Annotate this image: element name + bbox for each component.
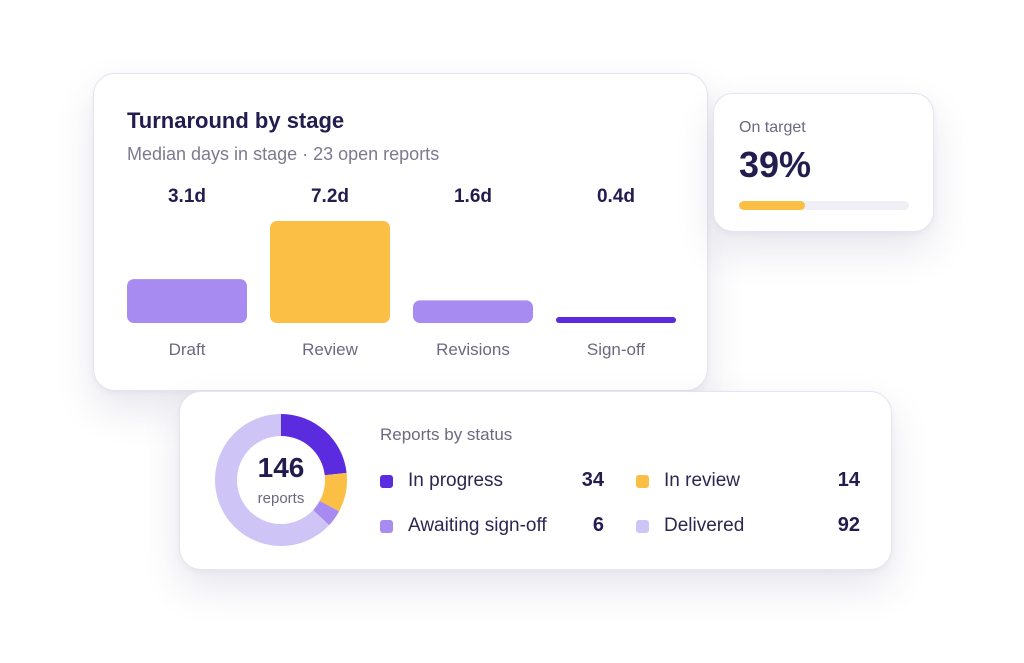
- turnaround-title: Turnaround by stage: [127, 108, 345, 133]
- on-target-card: On target 39%: [713, 93, 934, 232]
- bar-value-label: 3.1d: [168, 186, 206, 207]
- bar-draft: [127, 279, 247, 323]
- bar-revisions: [413, 300, 533, 323]
- legend-item: In progress 34: [380, 469, 604, 493]
- legend-item: In review 14: [636, 469, 860, 493]
- donut-center: 146 reports: [213, 412, 349, 548]
- bar-value-label: 7.2d: [311, 186, 349, 207]
- donut-slice-awaiting-sign-off: [313, 500, 340, 526]
- legend-label: Awaiting sign-off: [408, 515, 547, 536]
- legend-count: 92: [837, 514, 860, 536]
- bar-category-label: Review: [302, 340, 358, 359]
- turnaround-card: Turnaround by stage Median days in stage…: [93, 73, 708, 391]
- donut-total: 146: [257, 452, 305, 483]
- bar-category-label: Draft: [169, 340, 206, 359]
- legend-swatch: [380, 520, 393, 533]
- bar-category-label: Sign-off: [587, 340, 646, 359]
- legend-swatch: [636, 520, 649, 533]
- bar-category-label: Revisions: [436, 340, 510, 359]
- legend-label: In review: [664, 470, 741, 491]
- on-target-value: 39%: [739, 144, 812, 185]
- on-target-label: On target: [739, 119, 806, 136]
- legend-label: Delivered: [664, 515, 745, 536]
- donut-slice-in-progress: [281, 414, 347, 476]
- status-donut-chart: [215, 414, 347, 546]
- donut-total-label: reports: [257, 490, 305, 507]
- donut-slice-in-review: [319, 472, 347, 512]
- turnaround-bar-chart: 3.1d Draft 7.2d Review 1.6d Revisions 0.4d Sign…: [127, 186, 676, 359]
- donut-slice-delivered: [215, 414, 330, 546]
- turnaround-subtitle: Median days in stage · 23 open reports: [127, 144, 440, 164]
- status-card: 146 reports Reports by status In progres…: [179, 391, 892, 570]
- on-target-progress-track: [739, 201, 909, 210]
- legend-count: 6: [592, 514, 604, 536]
- legend-item: Delivered 92: [636, 514, 860, 538]
- legend-count: 34: [581, 469, 604, 491]
- legend-swatch: [380, 475, 393, 488]
- on-target-progress-fill: [739, 201, 806, 210]
- legend-swatch: [636, 475, 649, 488]
- legend-count: 14: [837, 469, 860, 491]
- bar-value-label: 1.6d: [454, 186, 492, 207]
- legend-label: In progress: [408, 470, 504, 491]
- bar-sign-off: [556, 317, 676, 323]
- bar-review: [270, 221, 390, 323]
- status-heading: Reports by status: [380, 425, 513, 444]
- bar-value-label: 0.4d: [597, 186, 635, 207]
- legend-item: Awaiting sign-off 6: [380, 514, 604, 538]
